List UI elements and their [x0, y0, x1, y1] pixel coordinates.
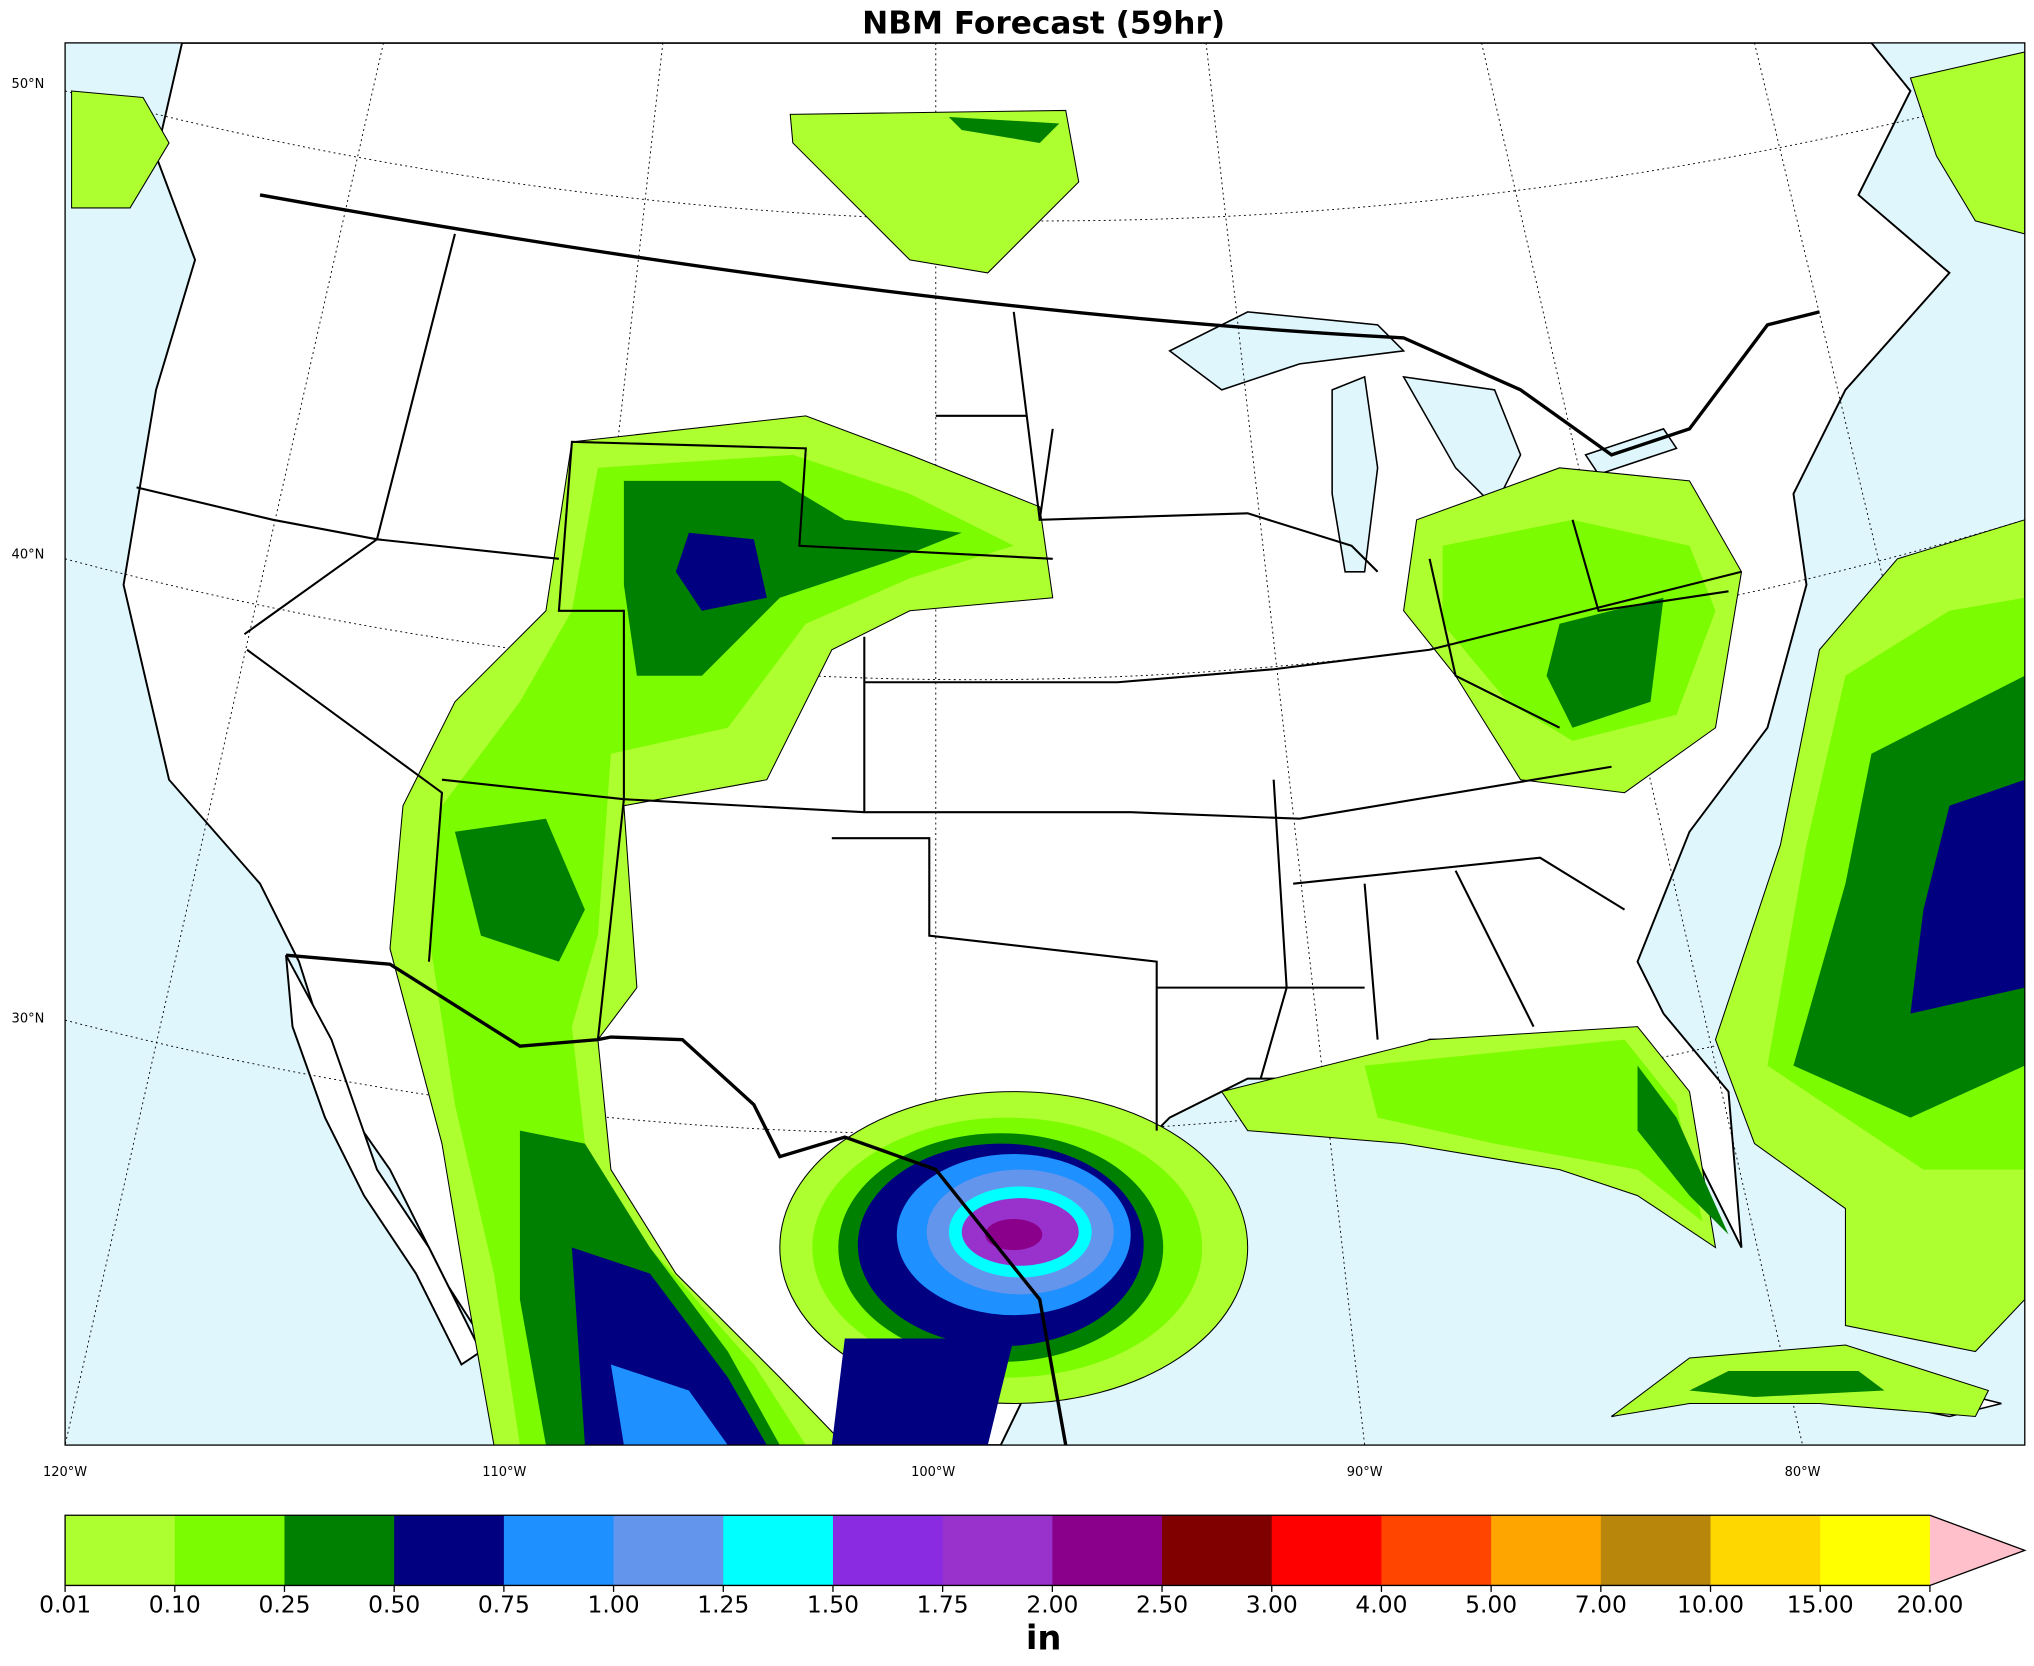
precip-north [71, 51, 2025, 274]
colorbar-label: in [1026, 1619, 1062, 1658]
colorbar-tick-label: 2.00 [1026, 1591, 1078, 1619]
colorbar-segment [942, 1515, 1054, 1586]
colorbar-tick-label: 20.00 [1896, 1591, 1963, 1619]
colorbar-segment [723, 1515, 834, 1586]
lat-label: 50°N [12, 77, 45, 92]
colorbar-tick-label: 0.50 [368, 1591, 420, 1619]
colorbar-segment [613, 1515, 724, 1586]
colorbar: 0.01 0.10 0.25 0.50 0.75 1.00 1.25 1.50 1.75 2.00… [39, 1514, 2027, 1619]
colorbar-tick-label: 7.00 [1575, 1591, 1627, 1619]
colorbar-tick-label: 5.00 [1465, 1591, 1517, 1619]
colorbar-tick-label: 15.00 [1787, 1591, 1854, 1619]
states [136, 193, 1820, 1446]
lon-label: 90°W [1347, 1465, 1383, 1480]
colorbar-outline [64, 1514, 2027, 1587]
lat-label: 40°N [12, 547, 45, 562]
lat-labels: 50°N 40°N 30°N [12, 77, 45, 1026]
colorbar-segment [1052, 1515, 1163, 1586]
colorbar-segment [1271, 1515, 1383, 1586]
map-frame [64, 42, 2026, 1446]
colorbar-segment [832, 1515, 944, 1586]
colorbar-segment [1600, 1515, 1712, 1586]
colorbar-tick-label: 0.01 [39, 1591, 91, 1619]
lon-label: 80°W [1785, 1465, 1821, 1480]
colorbar-tick-label: 2.50 [1136, 1591, 1188, 1619]
colorbar-tick-label: 4.00 [1355, 1591, 1407, 1619]
map [65, 42, 2025, 1446]
colorbar-segment [1491, 1515, 1602, 1586]
baja [285, 954, 483, 1366]
colorbar-tick-label: 0.75 [478, 1591, 530, 1619]
lon-label: 120°W [43, 1465, 87, 1480]
lon-label: 100°W [911, 1465, 955, 1480]
colorbar-segment [284, 1515, 395, 1586]
colorbar-segment [503, 1515, 615, 1586]
colorbar-segment [394, 1515, 505, 1586]
colorbar-tick-label: 1.25 [697, 1591, 749, 1619]
colorbar-tick-label: 1.50 [807, 1591, 859, 1619]
colorbar-extend [1929, 1515, 2025, 1586]
colorbar-segment [65, 1515, 176, 1586]
lon-label: 110°W [482, 1465, 526, 1480]
precip-texas [779, 1091, 1249, 1446]
lat-label: 30°N [12, 1011, 45, 1026]
colorbar-tick-label: 10.00 [1677, 1591, 1744, 1619]
colorbar-segment [1381, 1515, 1492, 1586]
colorbar-tick-label: 3.00 [1246, 1591, 1298, 1619]
colorbar-segment [174, 1515, 286, 1586]
colorbar-segment [1820, 1515, 1931, 1586]
colorbar-tick-label: 1.00 [588, 1591, 640, 1619]
lon-labels: 120°W 110°W 100°W 90°W 80°W [43, 1465, 1821, 1480]
title: NBM Forecast (59hr) [862, 6, 1225, 42]
precip-east [1220, 467, 2025, 1418]
colorbar-segment [1162, 1515, 1273, 1586]
colorbar-tick-label: 1.75 [917, 1591, 969, 1619]
colorbar-segment [1710, 1515, 1821, 1586]
colorbar-tick-label: 0.10 [149, 1591, 201, 1619]
graticule [65, 42, 2025, 1446]
colorbar-tick-label: 0.25 [258, 1591, 310, 1619]
precip-west [389, 415, 1054, 1446]
